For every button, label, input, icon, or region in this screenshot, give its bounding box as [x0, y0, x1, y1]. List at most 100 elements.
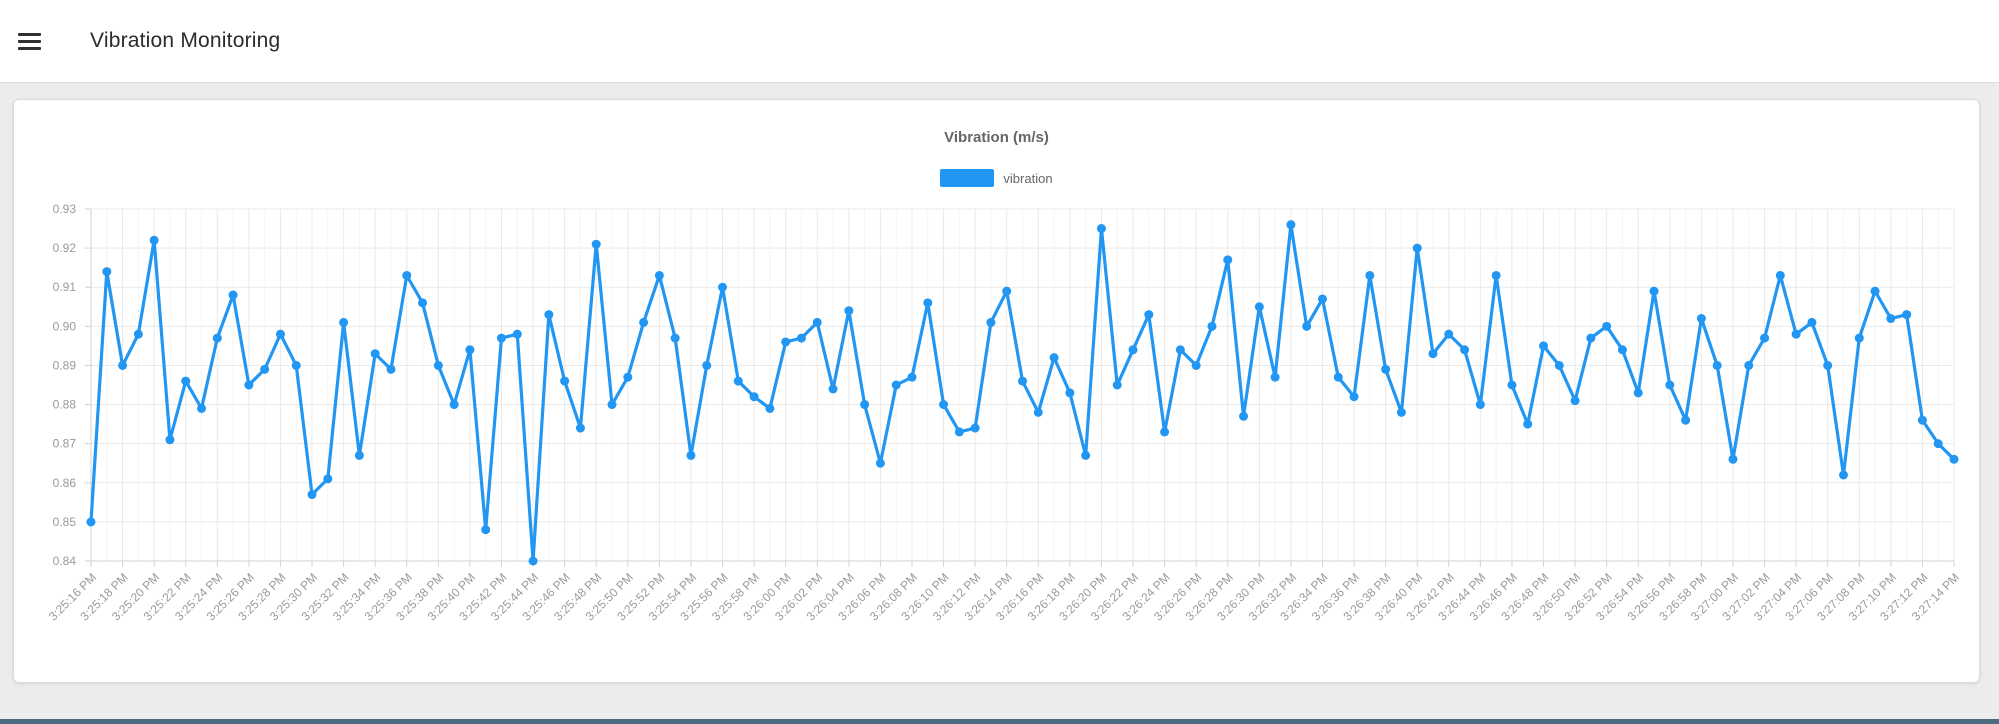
data-point[interactable]	[1554, 360, 1564, 370]
data-point[interactable]	[418, 298, 428, 308]
data-point[interactable]	[1791, 329, 1801, 339]
data-point[interactable]	[686, 450, 696, 460]
data-point[interactable]	[1539, 341, 1549, 351]
data-point[interactable]	[386, 364, 396, 374]
data-point[interactable]	[323, 474, 333, 484]
data-point[interactable]	[1065, 388, 1075, 398]
data-point[interactable]	[575, 423, 585, 433]
data-point[interactable]	[102, 267, 112, 277]
data-point[interactable]	[465, 345, 475, 355]
data-point[interactable]	[481, 525, 491, 535]
data-point[interactable]	[718, 282, 728, 292]
data-point[interactable]	[1507, 380, 1517, 390]
data-point[interactable]	[654, 270, 664, 280]
data-point[interactable]	[1744, 360, 1754, 370]
data-point[interactable]	[765, 403, 775, 413]
data-point[interactable]	[433, 360, 443, 370]
data-point[interactable]	[1760, 333, 1770, 343]
data-point[interactable]	[181, 376, 191, 386]
data-point[interactable]	[607, 400, 617, 410]
data-point[interactable]	[875, 458, 885, 468]
data-point[interactable]	[1270, 372, 1280, 382]
data-point[interactable]	[1633, 388, 1643, 398]
data-point[interactable]	[1870, 286, 1880, 296]
data-point[interactable]	[118, 360, 128, 370]
data-point[interactable]	[1381, 364, 1391, 374]
data-point[interactable]	[165, 435, 175, 445]
data-point[interactable]	[1570, 396, 1580, 406]
data-point[interactable]	[1112, 380, 1122, 390]
data-point[interactable]	[86, 517, 96, 527]
data-point[interactable]	[1696, 314, 1706, 324]
data-point[interactable]	[844, 306, 854, 316]
data-point[interactable]	[1617, 345, 1627, 355]
data-point[interactable]	[1207, 321, 1217, 331]
data-point[interactable]	[1523, 419, 1533, 429]
data-point[interactable]	[1365, 270, 1375, 280]
data-point[interactable]	[1491, 270, 1501, 280]
data-point[interactable]	[1254, 302, 1264, 312]
data-point[interactable]	[1933, 439, 1943, 449]
data-point[interactable]	[1349, 392, 1359, 402]
data-point[interactable]	[1712, 360, 1722, 370]
data-point[interactable]	[1160, 427, 1170, 437]
data-point[interactable]	[1191, 360, 1201, 370]
data-point[interactable]	[1444, 329, 1454, 339]
data-point[interactable]	[891, 380, 901, 390]
data-point[interactable]	[291, 360, 301, 370]
data-point[interactable]	[749, 392, 759, 402]
data-point[interactable]	[496, 333, 506, 343]
data-point[interactable]	[1602, 321, 1612, 331]
data-point[interactable]	[812, 317, 822, 327]
data-point[interactable]	[149, 235, 159, 245]
data-point[interactable]	[1333, 372, 1343, 382]
data-point[interactable]	[1807, 317, 1817, 327]
data-point[interactable]	[702, 360, 712, 370]
data-point[interactable]	[544, 310, 554, 320]
data-point[interactable]	[623, 372, 633, 382]
data-point[interactable]	[1665, 380, 1675, 390]
data-point[interactable]	[1412, 243, 1422, 253]
data-point[interactable]	[260, 364, 270, 374]
data-point[interactable]	[939, 400, 949, 410]
data-point[interactable]	[923, 298, 933, 308]
data-point[interactable]	[212, 333, 222, 343]
data-point[interactable]	[1049, 353, 1059, 363]
data-point[interactable]	[1002, 286, 1012, 296]
legend-item-vibration[interactable]: vibration	[940, 169, 1053, 187]
data-point[interactable]	[1317, 294, 1327, 304]
data-point[interactable]	[781, 337, 791, 347]
data-point[interactable]	[244, 380, 254, 390]
data-point[interactable]	[591, 239, 601, 249]
data-point[interactable]	[1239, 411, 1249, 421]
data-point[interactable]	[1586, 333, 1596, 343]
data-point[interactable]	[1302, 321, 1312, 331]
data-point[interactable]	[512, 329, 522, 339]
data-point[interactable]	[670, 333, 680, 343]
data-point[interactable]	[1917, 415, 1927, 425]
data-point[interactable]	[1823, 360, 1833, 370]
data-point[interactable]	[1949, 454, 1959, 464]
data-point[interactable]	[1223, 255, 1233, 265]
data-point[interactable]	[1681, 415, 1691, 425]
data-point[interactable]	[449, 400, 459, 410]
data-point[interactable]	[133, 329, 143, 339]
data-point[interactable]	[1018, 376, 1027, 386]
data-point[interactable]	[1902, 310, 1912, 320]
data-point[interactable]	[275, 329, 285, 339]
data-point[interactable]	[970, 423, 980, 433]
data-point[interactable]	[1081, 450, 1091, 460]
data-point[interactable]	[1128, 345, 1138, 355]
data-point[interactable]	[1649, 286, 1659, 296]
data-point[interactable]	[1033, 407, 1043, 417]
data-point[interactable]	[1475, 400, 1485, 410]
data-point[interactable]	[1096, 224, 1106, 234]
data-point[interactable]	[1460, 345, 1470, 355]
data-point[interactable]	[860, 400, 870, 410]
data-point[interactable]	[1838, 470, 1848, 480]
data-point[interactable]	[560, 376, 570, 386]
data-point[interactable]	[733, 376, 743, 386]
data-point[interactable]	[907, 372, 917, 382]
data-point[interactable]	[1286, 220, 1296, 230]
vibration-line-chart[interactable]: 0.93 0.92 0.91 0.90 0.89 0.88 0.87 0.86 0.85 0.84…	[14, 100, 1979, 682]
